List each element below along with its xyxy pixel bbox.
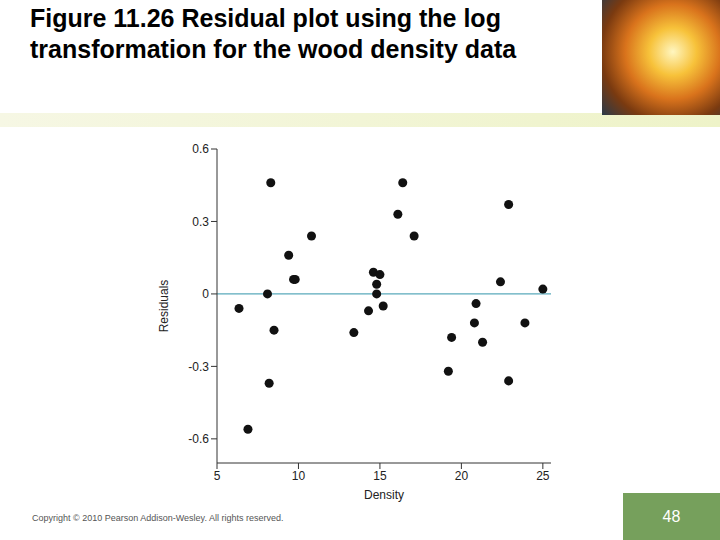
svg-text:25: 25 [536, 469, 550, 483]
svg-text:10: 10 [292, 469, 306, 483]
html-text:Figure 11.26 Residual plot usi: Figure 11.26 Residual plot using the log… [30, 4, 517, 63]
svg-text:15: 15 [373, 469, 387, 483]
html-text:48: 48 [662, 507, 681, 525]
svg-text:20: 20 [455, 469, 469, 483]
svg-text:Residuals: Residuals [157, 280, 171, 333]
svg-text:-0.3: -0.3 [188, 360, 209, 374]
svg-text:0.6: 0.6 [192, 142, 209, 156]
html-text:Copyright © 2010 Pearson Addis: Copyright © 2010 Pearson Addison-Wesley.… [32, 513, 284, 523]
svg-text:-0.6: -0.6 [188, 432, 209, 446]
svg-text:0: 0 [202, 287, 209, 301]
svg-text:5: 5 [214, 469, 221, 483]
svg-text:Density: Density [364, 488, 404, 502]
svg-text:0.3: 0.3 [192, 215, 209, 229]
